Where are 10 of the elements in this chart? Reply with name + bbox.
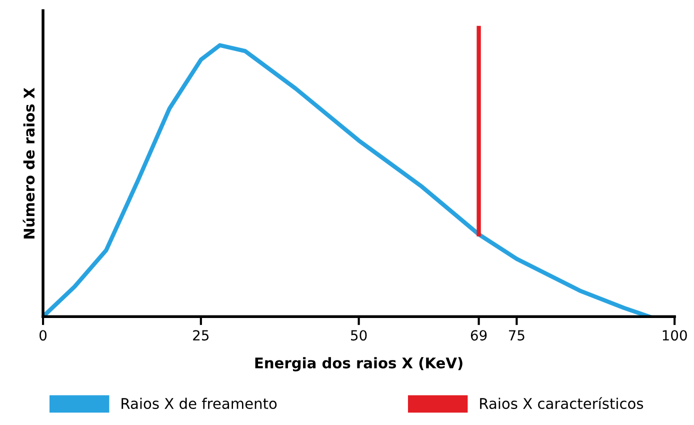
legend-label: Raios X característicos xyxy=(480,397,644,410)
y-axis-title: Número de raios X xyxy=(22,88,35,238)
x-tick-label: 100 xyxy=(662,330,687,341)
x-axis-title: Energia dos raios X (KeV) xyxy=(255,357,462,372)
x-tick-label: 50 xyxy=(351,330,367,341)
x-tick-label: 75 xyxy=(508,330,524,341)
x-tick-label: 0 xyxy=(40,330,47,341)
legend-label: Raios X de freamento xyxy=(122,398,277,410)
x-tick-label: 69 xyxy=(470,330,487,341)
x-tick-label: 25 xyxy=(193,330,209,341)
